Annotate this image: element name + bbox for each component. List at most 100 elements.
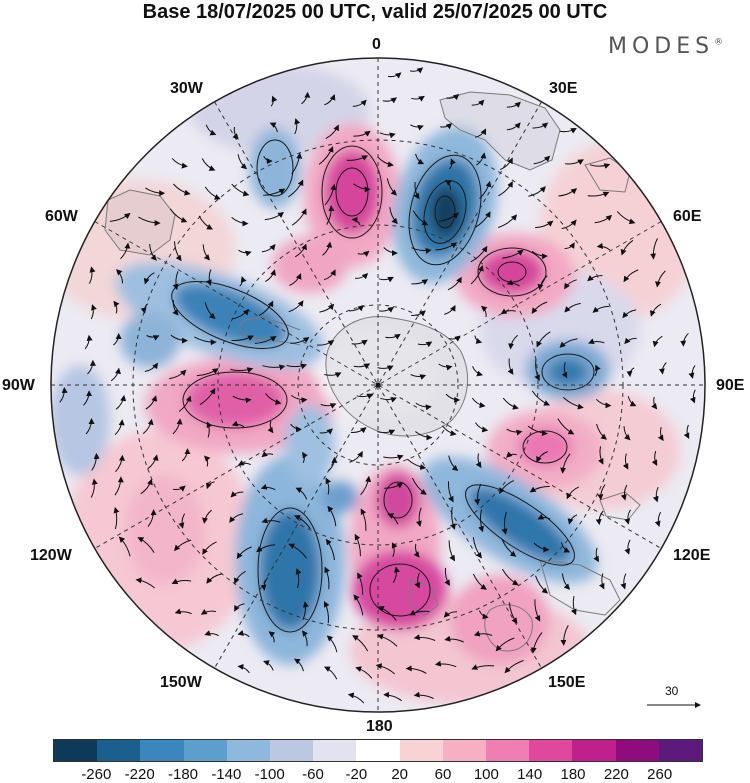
wind-vector: [417, 341, 433, 348]
wind-vector: [383, 691, 402, 702]
wind-vector: [261, 244, 276, 253]
wind-vector: [391, 542, 398, 557]
wind-vector: [260, 577, 269, 591]
wind-vector: [288, 300, 304, 313]
wind-vector: [597, 484, 606, 501]
colorbar-tick-label: 140: [517, 766, 543, 783]
wind-vector: [295, 487, 308, 500]
wind-vector: [138, 216, 161, 227]
wind-vector: [325, 124, 339, 140]
lon-label-120e: 120E: [673, 547, 711, 564]
wind-vector: [447, 481, 454, 503]
wind-vector: [558, 188, 578, 197]
wind-vector: [231, 420, 245, 428]
wind-vector: [291, 152, 303, 175]
wind-vector: [351, 339, 368, 346]
wind-vector: [353, 130, 371, 137]
wind-vector: [504, 660, 524, 674]
wind-vector: [261, 451, 274, 458]
wind-vector: [290, 423, 302, 433]
wind-vector: [360, 508, 367, 531]
colorbar-tick-label: -60: [302, 766, 324, 783]
wind-vector: [83, 390, 93, 406]
wind-vector: [598, 573, 605, 590]
wind-vector: [410, 124, 424, 131]
wind-vector: [500, 308, 516, 315]
wind-vector: [409, 609, 430, 616]
wind-vector: [114, 476, 124, 496]
wind-vector: [478, 610, 489, 620]
wind-vector: [412, 210, 429, 226]
wind-vector: [325, 477, 332, 495]
wind-vector: [377, 429, 396, 436]
wind-vector: [377, 365, 394, 372]
wind-vector: [145, 395, 158, 410]
wind-vector: [174, 241, 182, 262]
wind-vector: [472, 537, 482, 559]
wind-vector: [264, 211, 284, 221]
wind-vector: [110, 367, 121, 382]
wind-vector: [529, 485, 550, 493]
wind-vector-icon: [59, 67, 696, 704]
wind-vector: [194, 336, 217, 346]
wind-vector: [564, 242, 575, 250]
wind-vector: [476, 152, 487, 166]
wind-vector: [652, 335, 663, 348]
wind-vector: [384, 482, 404, 489]
wind-vector: [353, 183, 371, 193]
wind-vector: [475, 453, 482, 469]
wind-vector: [595, 398, 612, 409]
wind-vector: [383, 454, 404, 461]
wind-vector: [438, 212, 459, 222]
wind-vector: [587, 275, 603, 282]
wind-vector: [533, 155, 551, 165]
wind-vector: [479, 180, 492, 199]
wind-vector: [206, 421, 213, 438]
wind-vector: [231, 183, 250, 197]
wind-vector: [140, 478, 153, 495]
wind-vector: [624, 337, 637, 345]
wind-vector: [231, 335, 254, 341]
wind-vector: [140, 303, 149, 314]
wind-vector: [263, 660, 274, 671]
wind-vector: [323, 269, 336, 281]
wind-vector: [135, 577, 156, 589]
wind-vector: [115, 394, 127, 410]
wind-vector: [411, 477, 427, 495]
wind-vector: [286, 363, 307, 370]
wind-vector: [470, 245, 488, 263]
wind-vector: [290, 394, 308, 404]
lon-label-150w: 150W: [160, 674, 202, 691]
wind-vector: [597, 446, 604, 465]
wind-vector: [535, 220, 554, 229]
wind-vector: [326, 635, 338, 653]
wind-vector: [651, 396, 658, 410]
wind-vector: [172, 418, 183, 435]
wind-vector: [204, 186, 221, 200]
colorbar-swatch: [140, 740, 184, 761]
wind-vector: [537, 275, 548, 291]
wind-vector: [172, 271, 179, 291]
wind-vector: [87, 359, 96, 375]
wind-vector: [438, 363, 453, 371]
wind-vector: [323, 666, 338, 680]
wind-vector: [508, 334, 518, 350]
wind-vector: [239, 276, 247, 287]
wind-vector: [650, 238, 658, 260]
wind-vector: [88, 266, 96, 284]
wind-vector: [360, 475, 372, 496]
wind-vector: [349, 305, 364, 312]
wind-vector: [561, 219, 577, 230]
colorbar-swatch: [270, 740, 314, 761]
wind-vector: [495, 637, 515, 652]
wind-vector: [231, 308, 250, 320]
wind-vector: [204, 630, 219, 637]
wind-vector: [349, 451, 363, 463]
wind-vector: [624, 509, 631, 525]
wind-vector: [301, 630, 309, 647]
wind-vector: [564, 302, 581, 313]
wind-vector: [448, 455, 459, 472]
colorbar-swatch: [97, 740, 141, 761]
wind-vector: [113, 506, 120, 530]
